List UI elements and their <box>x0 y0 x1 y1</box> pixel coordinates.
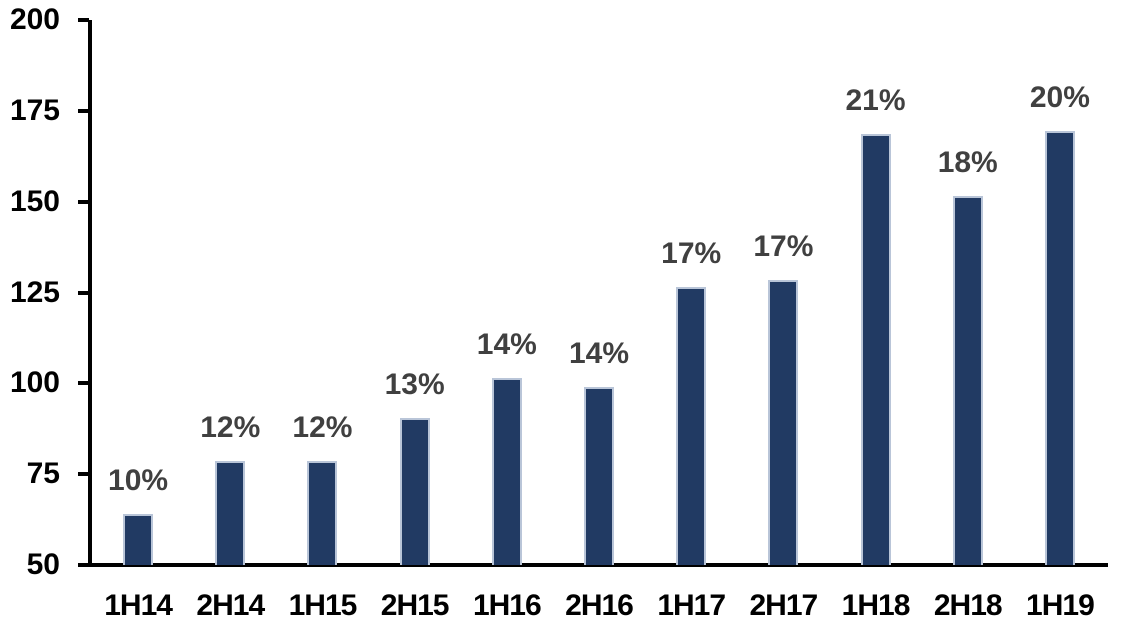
bar-value-label: 17% <box>661 237 722 271</box>
y-tick-label: 125 <box>9 275 60 309</box>
y-tick-mark <box>78 381 89 386</box>
y-tick-mark <box>78 290 89 295</box>
x-axis-line <box>88 563 1108 567</box>
bar <box>123 514 154 565</box>
bar <box>860 134 891 565</box>
x-tick-label: 1H15 <box>288 589 358 622</box>
bar <box>584 386 614 565</box>
y-tick-label: 50 <box>26 548 60 581</box>
x-tick-label: 2H16 <box>565 589 634 622</box>
bar-value-label: 10% <box>108 464 169 498</box>
bar <box>1044 130 1075 565</box>
y-tick-label: 150 <box>9 184 60 218</box>
bar <box>952 196 983 565</box>
bar <box>399 417 430 565</box>
bar-value-label: 20% <box>1029 80 1090 114</box>
y-tick-mark <box>78 108 89 113</box>
bar <box>676 287 707 565</box>
bar <box>215 461 246 565</box>
bar-value-label: 14% <box>476 327 537 361</box>
y-tick-mark <box>78 199 89 204</box>
bar-value-label: 12% <box>292 411 353 445</box>
bar-value-label: 13% <box>384 367 445 401</box>
bar-value-label: 18% <box>937 146 998 180</box>
bar <box>307 461 338 565</box>
x-tick-label: 1H18 <box>841 589 911 622</box>
bar <box>491 377 522 565</box>
y-tick-label: 100 <box>9 366 60 400</box>
y-tick-mark <box>78 18 89 22</box>
bar-value-label: 14% <box>568 336 630 370</box>
x-tick-label: 2H17 <box>749 589 819 622</box>
bar-value-label: 21% <box>845 84 906 118</box>
y-tick-label: 175 <box>9 93 60 127</box>
bar-value-label: 17% <box>753 229 814 263</box>
x-tick-label: 1H16 <box>472 589 542 622</box>
y-tick-label: 200 <box>9 3 60 36</box>
y-axis-line <box>88 20 92 567</box>
x-tick-label: 2H15 <box>380 589 450 622</box>
bar-value-label: 12% <box>200 411 261 445</box>
bar <box>768 279 799 565</box>
x-tick-label: 1H17 <box>657 589 726 622</box>
y-tick-label: 75 <box>26 457 60 491</box>
y-tick-mark <box>78 472 89 477</box>
x-tick-label: 1H14 <box>104 589 173 622</box>
x-tick-label: 2H18 <box>933 589 1003 622</box>
x-tick-label: 1H19 <box>1026 589 1095 622</box>
y-tick-mark <box>78 563 89 567</box>
x-tick-label: 2H14 <box>196 589 265 622</box>
